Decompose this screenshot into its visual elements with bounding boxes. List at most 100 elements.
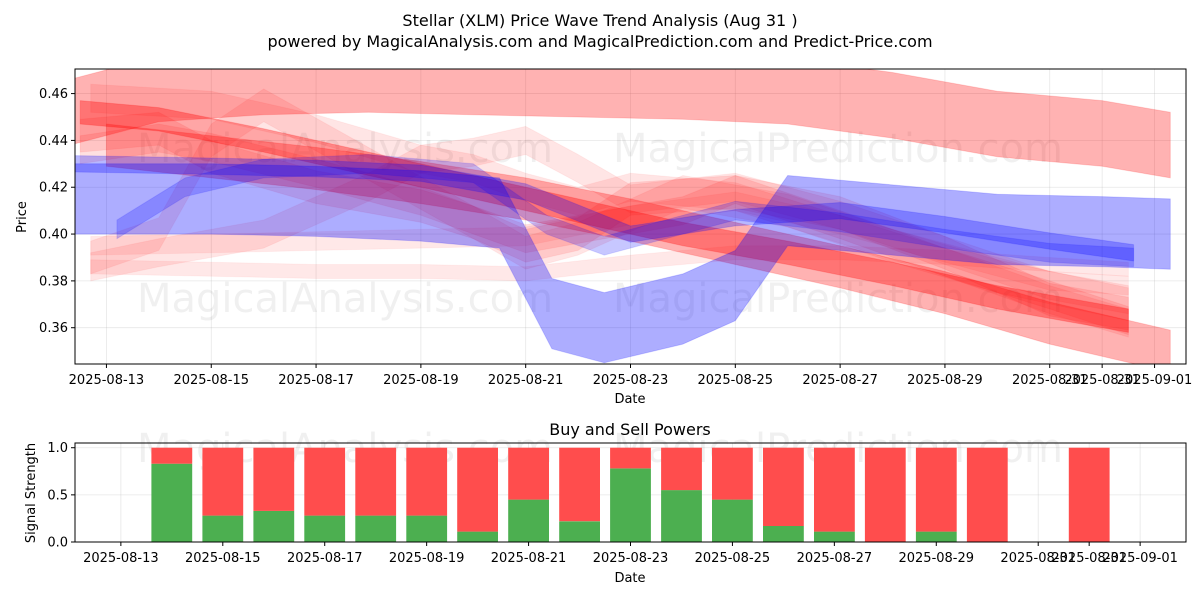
x-tick-label: 2025-08-13 (83, 551, 159, 566)
series-band-blue-wave-3 (116, 154, 1135, 268)
x-tick-label: 2025-08-29 (898, 551, 974, 566)
price-panel: MagicalAnalysis.com MagicalPrediction.co… (15, 68, 1193, 407)
series-band-red-wave-7 (90, 245, 1129, 282)
x-tick-label: 2025-08-17 (278, 373, 354, 388)
y-tick-label: 0.38 (39, 274, 68, 289)
x-tick-label: 2025-08-25 (695, 551, 771, 566)
sell-bar (661, 447, 702, 491)
signal-x-axis-label: Date (614, 571, 645, 586)
signal-bars (151, 447, 1110, 542)
x-tick-label: 2025-08-21 (488, 373, 564, 388)
buy-bar (355, 515, 397, 542)
chart-subtitle: powered by MagicalAnalysis.com and Magic… (267, 32, 932, 51)
sell-bar (508, 447, 549, 500)
series-band-red-wave-top (75, 69, 1171, 179)
sell-bar (151, 447, 193, 464)
sell-bar (1068, 447, 1110, 542)
price-x-axis: 2025-08-13 2025-08-15 2025-08-17 2025-08-19… (69, 364, 1193, 388)
x-tick-label: 2025-08-27 (797, 551, 873, 566)
price-grid (75, 69, 1186, 364)
x-tick-label: 2025-08-17 (287, 551, 363, 566)
price-series (75, 69, 1171, 364)
x-tick-label: 2025-08-31 (1051, 551, 1127, 566)
y-tick-label: 0.40 (39, 228, 68, 243)
buy-bar (253, 510, 295, 542)
x-tick-label: 2025-08-25 (698, 373, 774, 388)
x-tick-label: 2025-08-15 (173, 373, 249, 388)
buy-bar (763, 526, 804, 542)
price-watermarks: MagicalAnalysis.com MagicalPrediction.co… (137, 126, 1063, 322)
price-panel-background (75, 69, 1186, 364)
sell-bar (202, 447, 244, 516)
watermark-text: MagicalPrediction.com (613, 276, 1063, 322)
x-tick-label: 2025-08-23 (593, 551, 669, 566)
x-tick-label: 2025-08-21 (491, 551, 567, 566)
x-tick-label: 2025-08-23 (593, 373, 669, 388)
chart-title: Stellar (XLM) Price Wave Trend Analysis … (402, 11, 797, 30)
price-y-axis: 0.36 0.38 0.40 0.42 0.44 0.46 (39, 87, 75, 336)
y-tick-label: 0.0 (47, 536, 68, 551)
series-band-red-wave-5 (90, 125, 1129, 315)
signal-panel: Buy and Sell Powers MagicalAnalysis.com … (24, 420, 1187, 586)
y-tick-label: 0.46 (39, 87, 68, 102)
series-band-blue-wave-2 (75, 155, 1135, 262)
x-tick-label: 2025-08-31 (1000, 551, 1076, 566)
sell-bar (253, 447, 295, 511)
series-band-red-wave-2 (79, 123, 1129, 336)
buy-bar (151, 463, 193, 542)
sell-bar (457, 447, 498, 532)
buy-bar (406, 515, 448, 542)
x-tick-label: 2025-08-15 (185, 551, 261, 566)
y-tick-label: 1.0 (47, 441, 68, 456)
x-tick-label: 2025-08-19 (389, 551, 465, 566)
buy-bar (610, 468, 651, 542)
buy-bar (915, 531, 957, 542)
sell-bar (915, 447, 957, 532)
x-tick-label: 2025-08-27 (802, 373, 878, 388)
y-tick-label: 0.36 (39, 321, 68, 336)
watermark-text: MagicalAnalysis.com (137, 126, 553, 172)
sell-bar (864, 447, 906, 542)
x-tick-label: 2025-08-31 (1064, 373, 1140, 388)
buy-bar (202, 515, 244, 542)
y-tick-label: 0.42 (39, 181, 68, 196)
sell-bar (712, 447, 753, 500)
y-tick-label: 0.5 (47, 488, 68, 503)
series-band-red-wave-6 (90, 191, 1129, 296)
sell-bar (406, 447, 448, 516)
signal-x-axis: 2025-08-13 2025-08-15 2025-08-17 2025-08-19… (83, 542, 1178, 566)
watermark-text: MagicalPrediction.com (613, 126, 1063, 172)
sell-bar (355, 447, 397, 516)
x-tick-label: 2025-08-31 (1012, 373, 1088, 388)
buy-bar (508, 499, 549, 542)
series-band-blue-wave-1 (75, 163, 1171, 364)
signal-y-axis: 0.0 0.5 1.0 (47, 441, 75, 551)
sell-bar (814, 447, 855, 532)
x-tick-label: 2025-08-19 (383, 373, 459, 388)
sell-bar (304, 447, 346, 516)
buy-bar (814, 531, 855, 542)
signal-panel-title: Buy and Sell Powers (549, 420, 711, 439)
series-band-red-trend-1 (79, 100, 1129, 333)
price-y-axis-label: Price (15, 201, 30, 233)
y-tick-label: 0.44 (39, 134, 68, 149)
buy-bar (712, 499, 753, 542)
series-band-red-wave-3 (79, 111, 1129, 331)
watermark-text: MagicalAnalysis.com (137, 276, 553, 322)
sell-bar (610, 447, 651, 469)
sell-bar (966, 447, 1008, 542)
sell-bar (763, 447, 804, 526)
x-tick-label: 2025-09-01 (1117, 373, 1193, 388)
buy-bar (304, 515, 346, 542)
buy-bar (559, 521, 600, 542)
x-tick-label: 2025-09-01 (1102, 551, 1178, 566)
signal-y-axis-label: Signal Strength (24, 443, 39, 543)
series-band-red-trend-bottom (105, 123, 1171, 364)
buy-bar (661, 490, 702, 542)
x-tick-label: 2025-08-13 (69, 373, 145, 388)
x-tick-label: 2025-08-29 (907, 373, 983, 388)
price-x-axis-label: Date (614, 392, 645, 407)
series-band-red-wave-4 (90, 88, 1129, 322)
sell-bar (559, 447, 600, 522)
